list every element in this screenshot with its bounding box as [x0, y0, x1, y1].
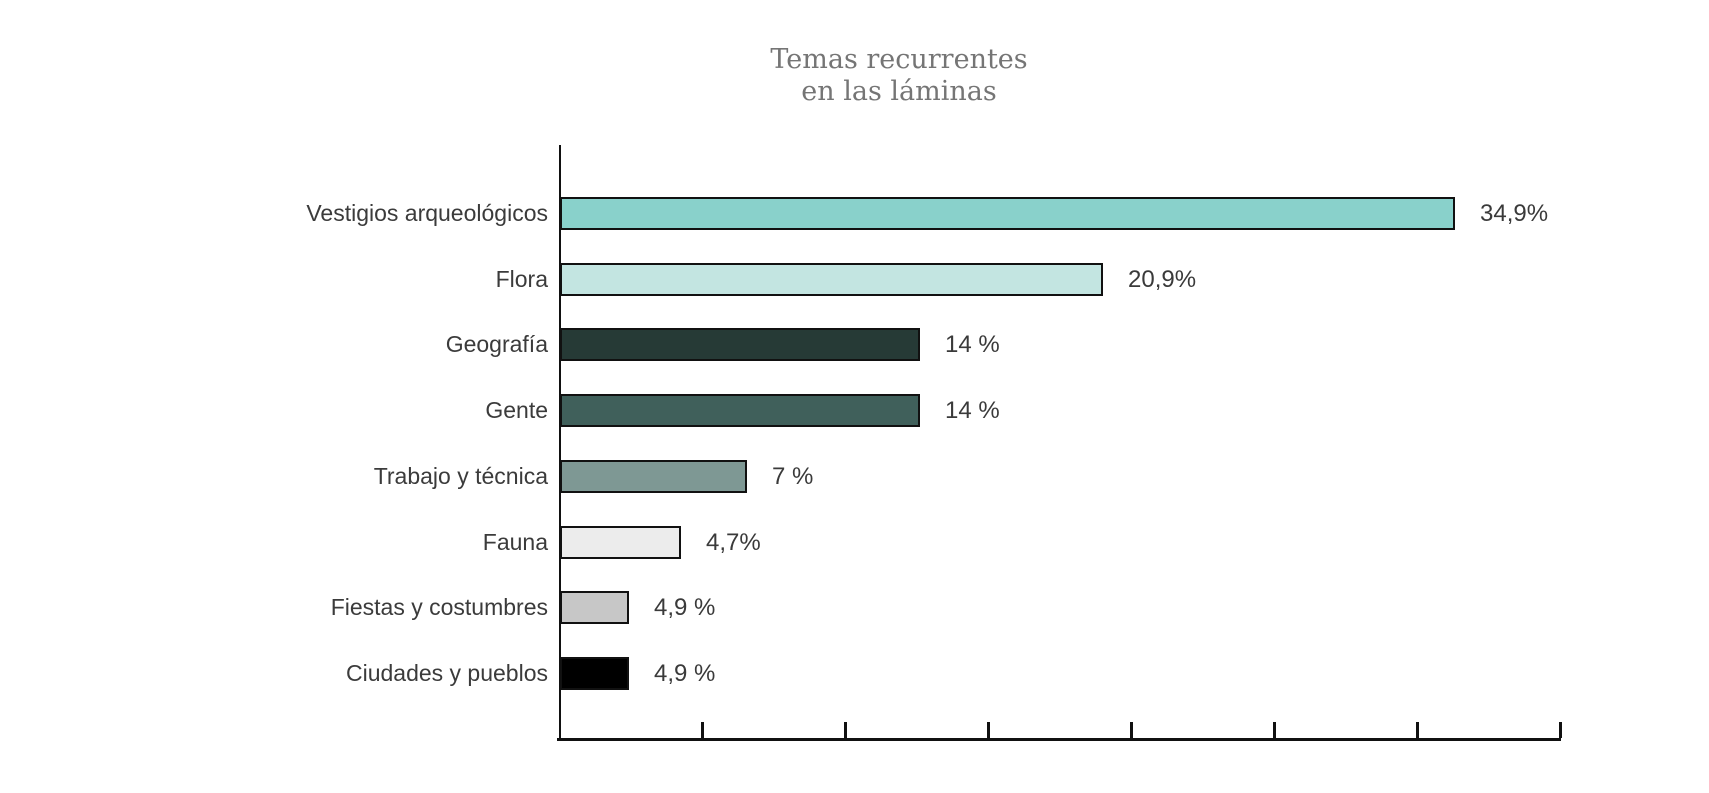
chart-title-line-2: en las láminas	[801, 76, 997, 107]
value-label: 14 %	[945, 331, 1000, 358]
value-label: 4,9 %	[654, 660, 716, 687]
axis-tick	[1416, 722, 1419, 738]
axis-tick	[1273, 722, 1276, 738]
chart-title: Temas recurrentes en las láminas	[770, 44, 1027, 108]
bar	[560, 460, 747, 493]
value-label: 34,9%	[1480, 200, 1549, 227]
value-label: 4,7%	[706, 529, 761, 556]
bar	[560, 197, 1455, 230]
category-label: Fauna	[482, 529, 548, 555]
bar-row: Gente 14 %	[0, 394, 1709, 428]
bar	[560, 657, 629, 690]
axis-tick	[701, 722, 704, 738]
bar-row: Flora 20,9%	[0, 263, 1709, 297]
bar-row: Fauna 4,7%	[0, 526, 1709, 560]
category-label: Geografía	[445, 331, 548, 357]
chart-title-line-1: Temas recurrentes	[770, 44, 1028, 75]
value-label: 7 %	[772, 463, 814, 490]
bar	[560, 526, 681, 559]
bar	[560, 328, 920, 361]
category-label: Vestigios arqueológicos	[306, 200, 548, 226]
bar	[560, 591, 629, 624]
axis-tick	[1559, 722, 1562, 738]
category-label: Trabajo y técnica	[373, 463, 548, 489]
axis-tick	[1130, 722, 1133, 738]
bar-row: Ciudades y pueblos 4,9 %	[0, 657, 1709, 691]
bar-row: Fiestas y costumbres 4,9 %	[0, 591, 1709, 625]
category-label: Fiestas y costumbres	[330, 594, 548, 620]
bar-row: Geografía 14 %	[0, 328, 1709, 362]
category-label: Gente	[485, 397, 548, 423]
value-label: 14 %	[945, 397, 1000, 424]
x-axis-line	[557, 738, 1561, 741]
axis-tick	[844, 722, 847, 738]
value-label: 4,9 %	[654, 594, 716, 621]
bar-row: Trabajo y técnica 7 %	[0, 460, 1709, 494]
value-label: 20,9%	[1128, 266, 1197, 293]
category-label: Ciudades y pueblos	[345, 660, 548, 686]
bar	[560, 394, 920, 427]
category-label: Flora	[495, 266, 548, 292]
axis-tick	[987, 722, 990, 738]
y-axis-line	[559, 145, 561, 740]
bar-row: Vestigios arqueológicos 34,9%	[0, 197, 1709, 231]
bar	[560, 263, 1103, 296]
